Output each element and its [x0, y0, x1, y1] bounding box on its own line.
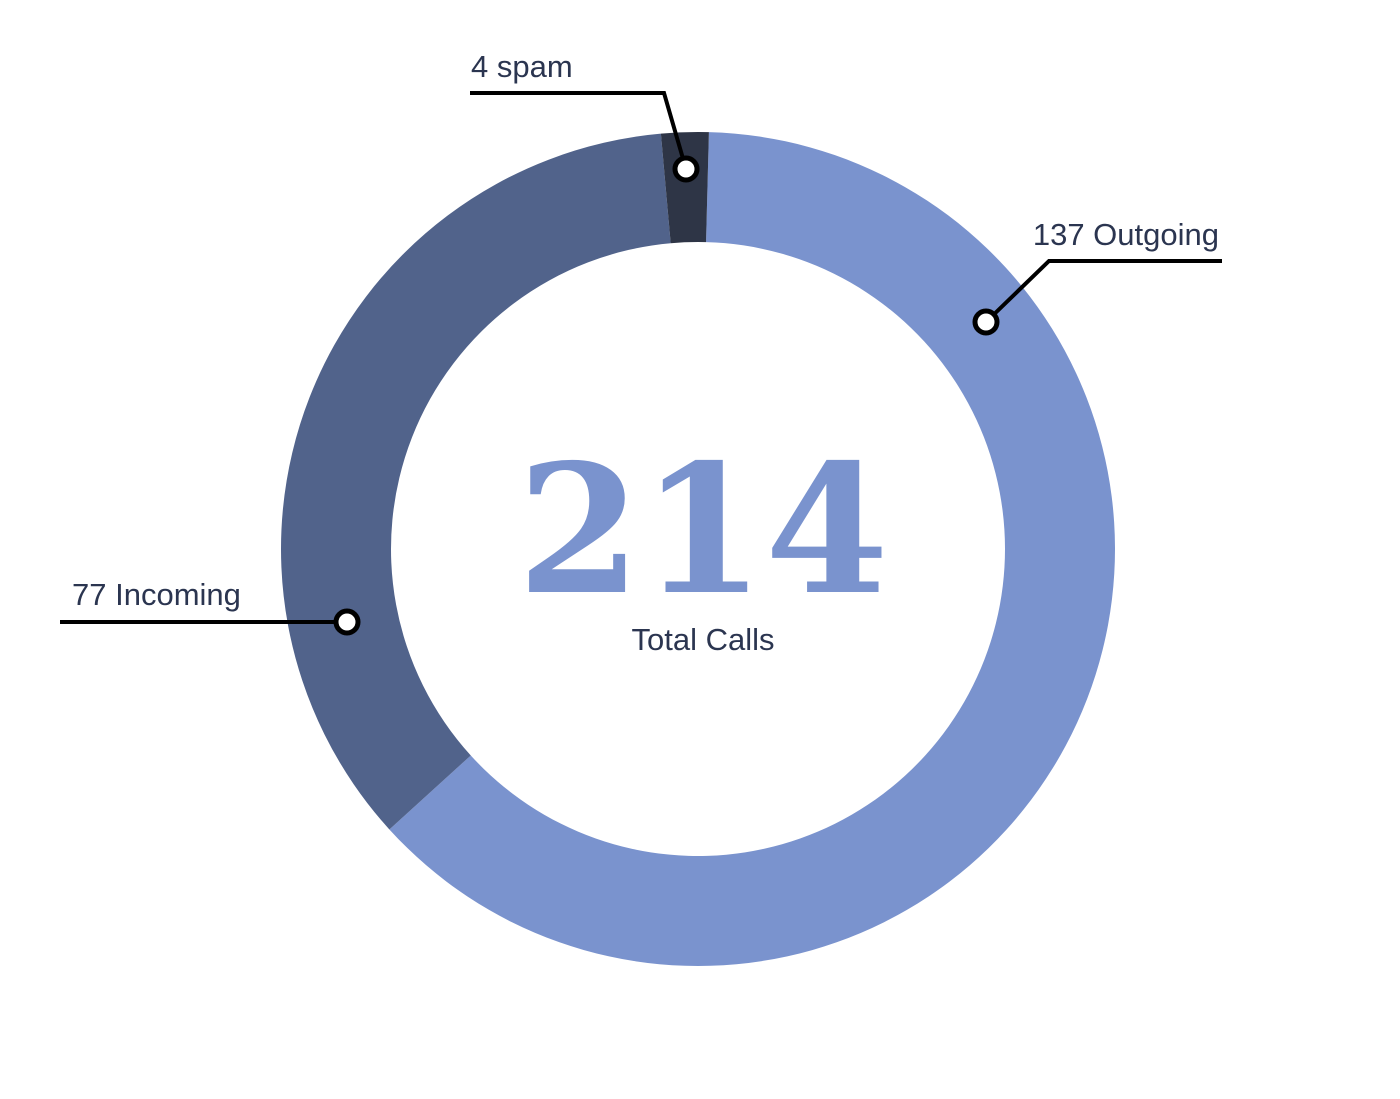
- callout-line-spam: [470, 91, 688, 170]
- callouts-layer: 137 Outgoing 77 Incoming 4 spam: [60, 49, 1222, 636]
- callout-outgoing: 137 Outgoing: [972, 217, 1222, 336]
- callout-dot-incoming: [333, 608, 361, 636]
- donut-slice-outgoing: [389, 132, 1116, 967]
- callout-dot-outgoing: [972, 308, 1000, 336]
- center-total: 214 Total Calls: [517, 425, 889, 657]
- slice-label-outgoing: 137 Outgoing: [1033, 217, 1219, 252]
- donut-slice-spam: [660, 132, 709, 244]
- callout-incoming: 77 Incoming: [60, 577, 361, 636]
- total-value: 214: [517, 425, 889, 634]
- callout-spam: 4 spam: [470, 49, 700, 183]
- donut-slice-incoming: [281, 133, 671, 830]
- slice-label-spam: 4 spam: [471, 49, 573, 84]
- slices-layer: [281, 132, 1116, 967]
- callout-line-outgoing: [984, 259, 1222, 324]
- total-label: Total Calls: [632, 622, 775, 657]
- callout-dot-spam: [672, 155, 700, 183]
- slice-label-incoming: 77 Incoming: [72, 577, 241, 612]
